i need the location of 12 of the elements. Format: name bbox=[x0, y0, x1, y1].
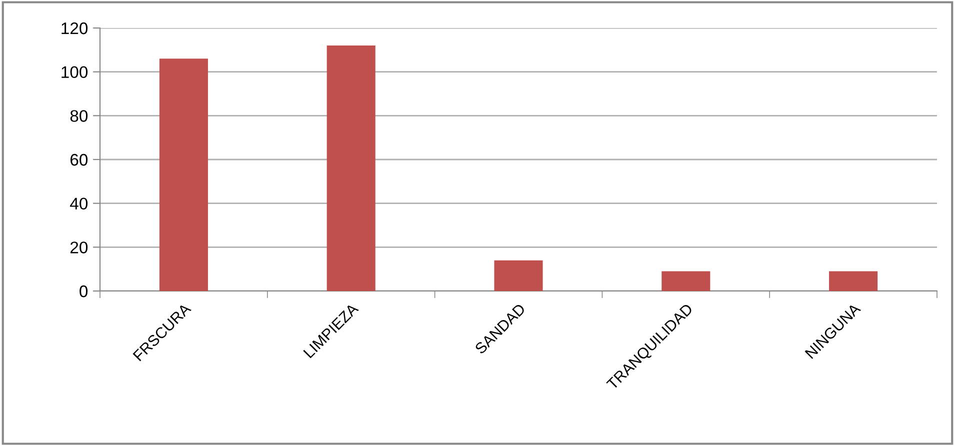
y-tick-label: 60 bbox=[70, 154, 88, 166]
bar bbox=[326, 46, 376, 291]
bar bbox=[159, 58, 208, 291]
y-tick-label: 100 bbox=[62, 66, 88, 78]
bar bbox=[662, 271, 710, 291]
y-tick-label: 0 bbox=[80, 285, 88, 298]
y-tick-label: 20 bbox=[70, 242, 88, 254]
y-tick-label: 40 bbox=[70, 198, 88, 210]
y-tick-label: 120 bbox=[62, 22, 88, 34]
bar bbox=[829, 271, 878, 291]
y-tick-label: 80 bbox=[70, 110, 88, 122]
bar bbox=[494, 260, 543, 291]
